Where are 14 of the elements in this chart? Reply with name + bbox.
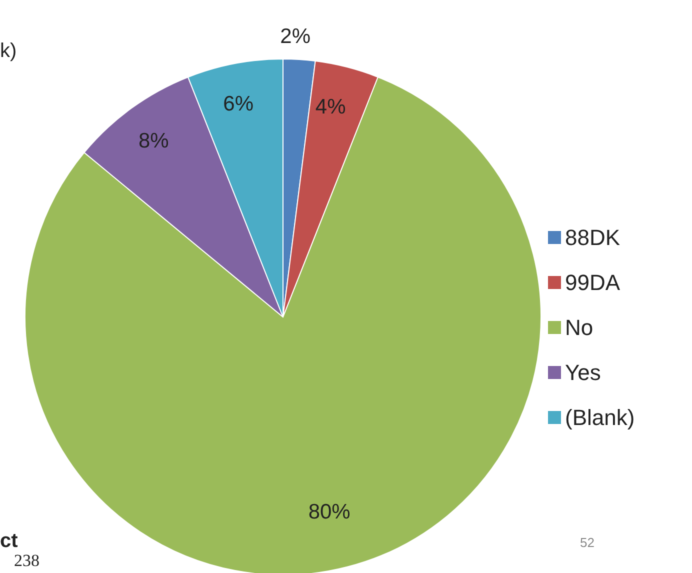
legend-label: 88DK — [565, 224, 620, 250]
text: ct — [0, 530, 18, 553]
data-label: 4% — [315, 96, 346, 119]
text: k) — [0, 40, 17, 63]
data-label: 6% — [223, 92, 254, 116]
legend-label: Yes — [565, 360, 601, 386]
text: 52 — [580, 535, 594, 550]
legend-label: No — [565, 314, 594, 340]
legend-label: 99DA — [565, 270, 620, 296]
data-label: 8% — [138, 129, 169, 152]
legend-label: (Blank) — [565, 404, 635, 430]
data-label: 2% — [280, 25, 311, 48]
data-label: 80% — [308, 500, 350, 524]
text: 238 — [14, 551, 40, 571]
